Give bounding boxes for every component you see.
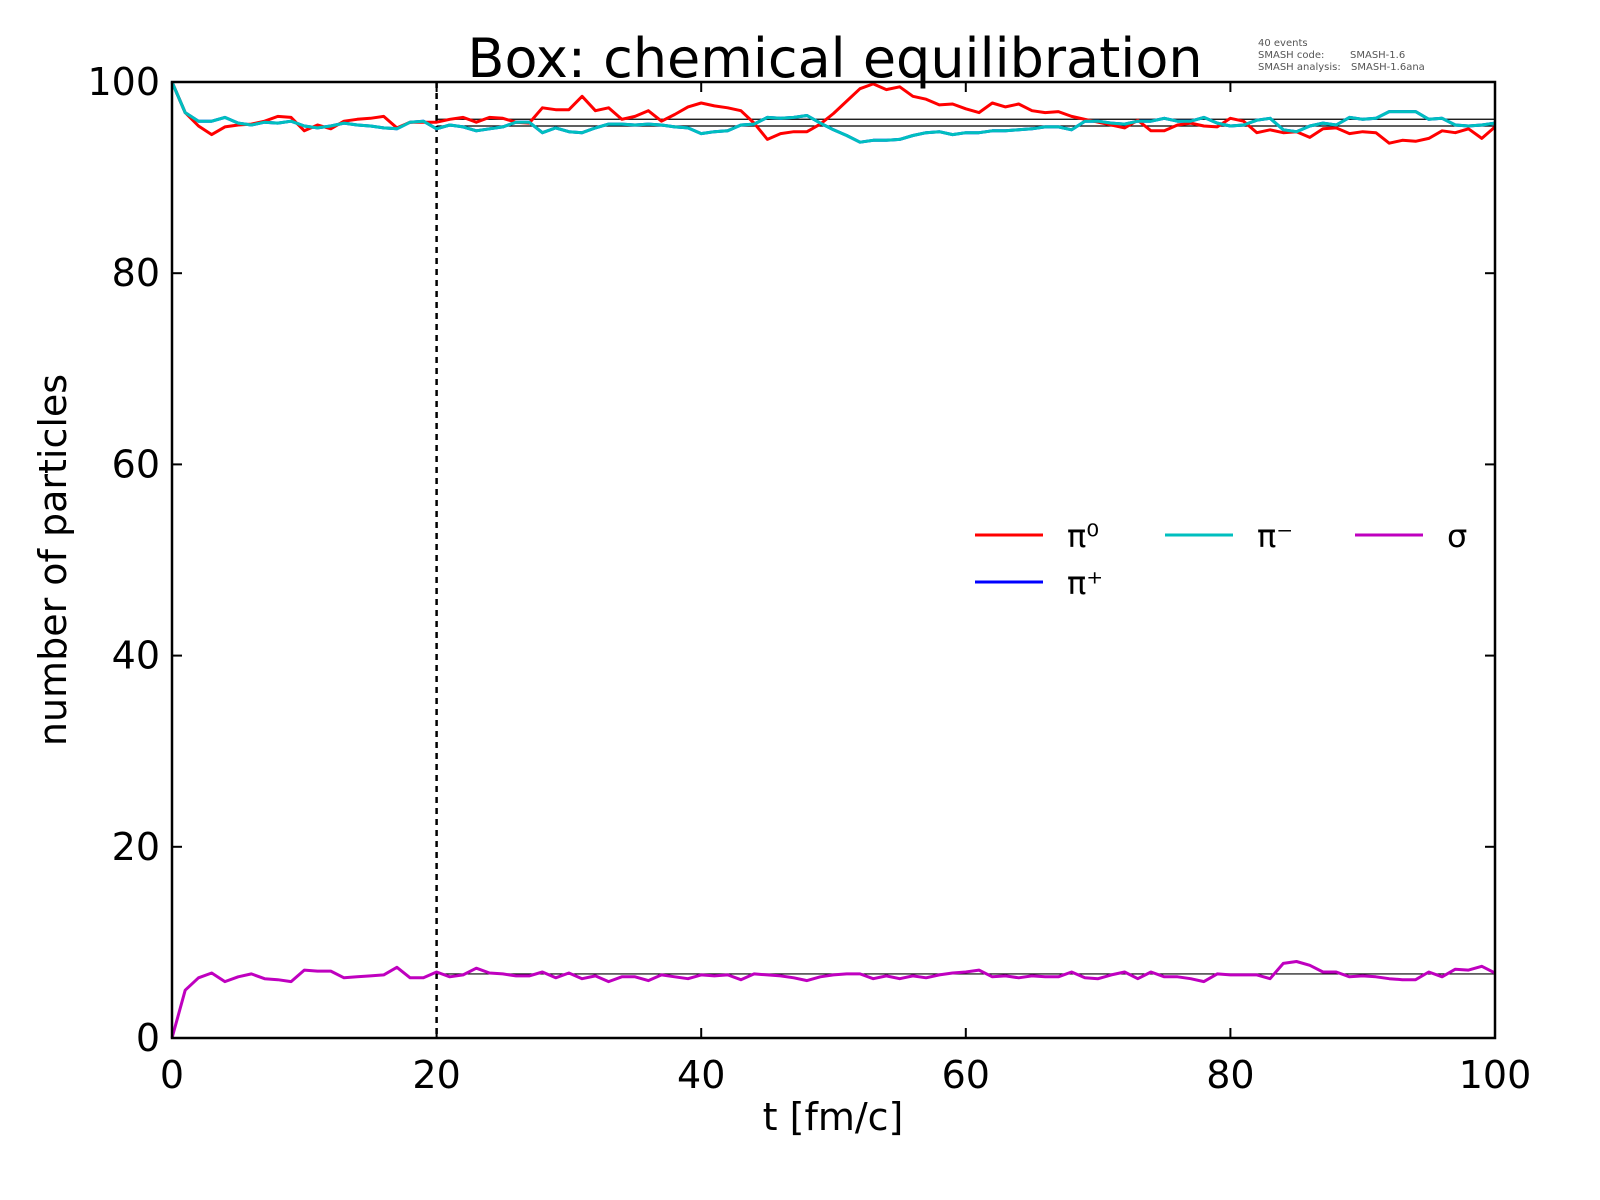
plot-area	[170, 80, 1497, 1040]
annotation-code-value: SMASH-1.6	[1350, 50, 1405, 61]
x-tick-label: 20	[412, 1053, 460, 1097]
x-tick-label: 40	[677, 1053, 725, 1097]
series-line-π⁰	[170, 81, 1496, 145]
x-tick-label: 0	[160, 1053, 184, 1097]
annotation-analysis-label: SMASH analysis:	[1258, 62, 1341, 73]
y-tick-label: 80	[112, 251, 160, 295]
y-axis-label: number of particles	[31, 374, 75, 746]
y-tick-label: 60	[112, 442, 160, 486]
x-tick-label: 100	[1459, 1053, 1532, 1097]
axis-ticks: 0 20 40 60 80 100 0 20 40 60 80 100	[87, 60, 1531, 1097]
chart-title: Box: chemical equilibration	[467, 27, 1202, 90]
plot-frame	[170, 80, 1497, 1040]
x-tick-label: 80	[1206, 1053, 1254, 1097]
annotation-analysis-value: SMASH-1.6ana	[1351, 62, 1425, 73]
y-tick-label: 100	[87, 60, 160, 104]
y-tick-label: 40	[112, 634, 160, 678]
series-line-π⁻	[170, 81, 1496, 144]
legend-label: π⁻	[1257, 517, 1293, 555]
legend: π⁰ π⁺ π⁻ σ	[975, 517, 1467, 602]
annotation-code-label: SMASH code:	[1258, 50, 1324, 61]
x-tick-label: 60	[942, 1053, 990, 1097]
x-axis-label: t [fm/c]	[763, 1095, 904, 1139]
series-line-σ	[170, 960, 1496, 1039]
run-annotation: 40 events SMASH code: SMASH-1.6 SMASH an…	[1258, 38, 1425, 73]
annotation-events: 40 events	[1258, 38, 1308, 49]
y-tick-label: 0	[136, 1016, 160, 1060]
legend-label: π⁺	[1067, 564, 1103, 602]
legend-label: σ	[1447, 517, 1467, 555]
legend-label: π⁰	[1067, 517, 1099, 555]
y-tick-label: 20	[112, 825, 160, 869]
